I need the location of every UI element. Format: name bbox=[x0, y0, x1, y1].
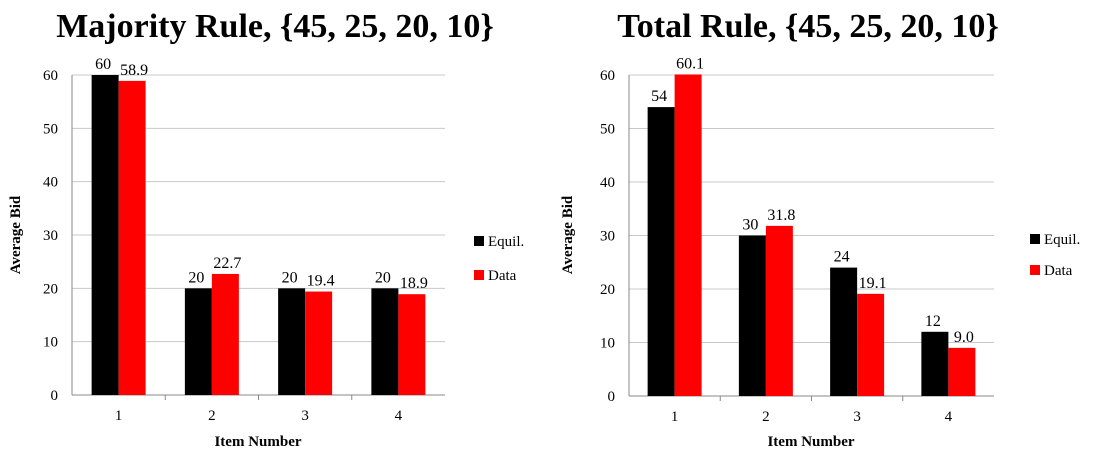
data-label: 60 bbox=[95, 56, 111, 73]
x-tick-label: 3 bbox=[853, 409, 861, 425]
bar-data-2 bbox=[211, 273, 239, 395]
bar-data-2 bbox=[765, 225, 793, 396]
x-axis-label: Item Number bbox=[214, 434, 301, 450]
data-label: 60.1 bbox=[676, 55, 704, 72]
bar-equil-4 bbox=[921, 331, 949, 396]
bar-data-3 bbox=[305, 291, 333, 395]
legend-label: Data bbox=[1044, 263, 1073, 279]
legend-label: Equil. bbox=[488, 234, 524, 250]
bar-equil-2 bbox=[184, 288, 212, 395]
x-tick-label: 1 bbox=[671, 409, 679, 425]
data-label: 9.0 bbox=[954, 329, 974, 346]
data-label: 12 bbox=[925, 313, 941, 330]
x-axis-label: Item Number bbox=[767, 434, 854, 450]
data-label: 20 bbox=[188, 269, 204, 286]
x-tick-label: 4 bbox=[945, 409, 953, 425]
bar-equil-1 bbox=[647, 107, 675, 396]
data-label: 18.9 bbox=[400, 275, 428, 292]
y-tick-label: 60 bbox=[43, 68, 58, 84]
y-tick-label: 0 bbox=[51, 388, 59, 404]
data-label: 20 bbox=[282, 269, 298, 286]
y-tick-label: 0 bbox=[608, 389, 616, 405]
data-label: 54 bbox=[651, 88, 667, 105]
bar-data-4 bbox=[948, 347, 976, 396]
chart-title: Total Rule, {45, 25, 20, 10} bbox=[617, 8, 999, 45]
data-label: 22.7 bbox=[213, 255, 241, 272]
bar-equil-4 bbox=[371, 288, 399, 395]
y-tick-label: 50 bbox=[43, 121, 58, 137]
y-tick-label: 60 bbox=[600, 68, 615, 84]
chart-title: Majority Rule, {45, 25, 20, 10} bbox=[56, 8, 494, 45]
bar-data-1 bbox=[674, 74, 702, 396]
legend-swatch bbox=[474, 236, 484, 246]
legend-label: Equil. bbox=[1044, 232, 1080, 248]
y-tick-label: 20 bbox=[43, 281, 58, 297]
legend-label: Data bbox=[488, 268, 517, 284]
legend-swatch bbox=[474, 270, 484, 280]
chart-panel-majority-rule: Majority Rule, {45, 25, 20, 10} Average … bbox=[8, 8, 524, 450]
legend-swatch bbox=[1030, 234, 1040, 244]
bar-data-4 bbox=[398, 294, 426, 395]
x-tick-label: 2 bbox=[762, 409, 770, 425]
data-label: 31.8 bbox=[767, 207, 795, 224]
data-label: 19.4 bbox=[307, 273, 335, 290]
x-tick-label: 3 bbox=[301, 408, 309, 424]
bar-equil-1 bbox=[91, 75, 119, 395]
data-label: 58.9 bbox=[120, 62, 148, 79]
chart-total-rule: Total Rule, {45, 25, 20, 10} Average Bid… bbox=[560, 8, 1080, 450]
x-tick-label: 2 bbox=[208, 408, 216, 424]
bar-equil-3 bbox=[830, 267, 858, 396]
x-tick-label: 1 bbox=[115, 408, 123, 424]
y-tick-label: 50 bbox=[600, 122, 615, 138]
y-tick-label: 10 bbox=[600, 336, 615, 352]
legend-swatch bbox=[1030, 265, 1040, 275]
y-tick-label: 10 bbox=[43, 335, 58, 351]
y-tick-label: 30 bbox=[600, 229, 615, 245]
bar-equil-2 bbox=[738, 235, 766, 396]
chart-panel-total-rule: Total Rule, {45, 25, 20, 10} Average Bid… bbox=[552, 0, 1103, 453]
y-tick-label: 20 bbox=[600, 282, 615, 298]
y-axis-label: Average Bid bbox=[8, 195, 24, 274]
data-label: 30 bbox=[742, 217, 758, 234]
data-label: 20 bbox=[375, 269, 391, 286]
data-label: 24 bbox=[834, 249, 850, 266]
data-label: 19.1 bbox=[859, 275, 887, 292]
bar-data-1 bbox=[118, 80, 146, 395]
bar-equil-3 bbox=[278, 288, 306, 395]
y-axis-label: Average Bid bbox=[560, 195, 576, 274]
y-tick-label: 40 bbox=[600, 175, 615, 191]
y-tick-label: 30 bbox=[43, 228, 58, 244]
chart-majority-rule: Majority Rule, {45, 25, 20, 10} Average … bbox=[8, 8, 524, 450]
x-tick-label: 4 bbox=[395, 408, 403, 424]
bar-data-3 bbox=[857, 293, 885, 396]
y-tick-label: 40 bbox=[43, 175, 58, 191]
